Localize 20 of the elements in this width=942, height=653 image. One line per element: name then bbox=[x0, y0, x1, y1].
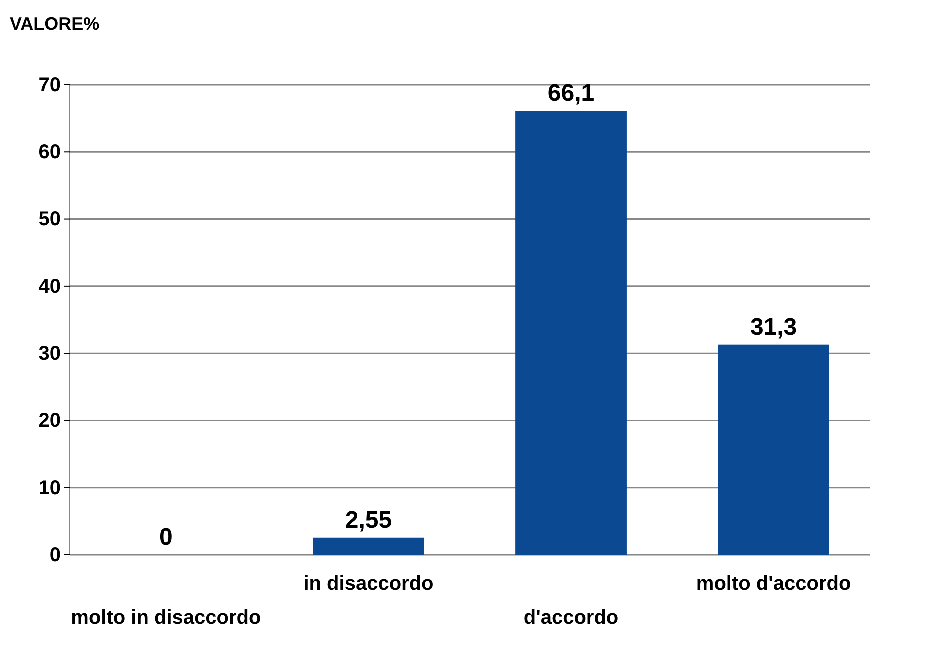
y-tick-label: 40 bbox=[38, 276, 61, 298]
y-tick-label: 70 bbox=[38, 74, 61, 96]
y-tick-label: 0 bbox=[50, 544, 61, 566]
y-tick-label: 30 bbox=[38, 342, 61, 365]
y-tick-label: 50 bbox=[38, 208, 61, 231]
data-label: 2,55 bbox=[345, 506, 392, 534]
y-axis-title: VALORE% bbox=[10, 14, 100, 34]
x-tick-label: molto d'accordo bbox=[696, 573, 852, 595]
y-tick-label: 20 bbox=[38, 410, 61, 432]
data-label: 31,3 bbox=[750, 314, 798, 341]
x-tick-label: molto in disaccordo bbox=[71, 607, 262, 629]
bar bbox=[718, 344, 830, 555]
data-label: 0 bbox=[160, 524, 173, 551]
data-label: 66,1 bbox=[548, 80, 595, 108]
bar bbox=[516, 111, 627, 555]
bar bbox=[313, 538, 424, 555]
y-tick-label: 10 bbox=[38, 477, 61, 500]
x-tick-label: in disaccordo bbox=[304, 573, 434, 595]
x-tick-label: d'accordo bbox=[524, 607, 619, 629]
y-tick-label: 60 bbox=[38, 142, 61, 164]
